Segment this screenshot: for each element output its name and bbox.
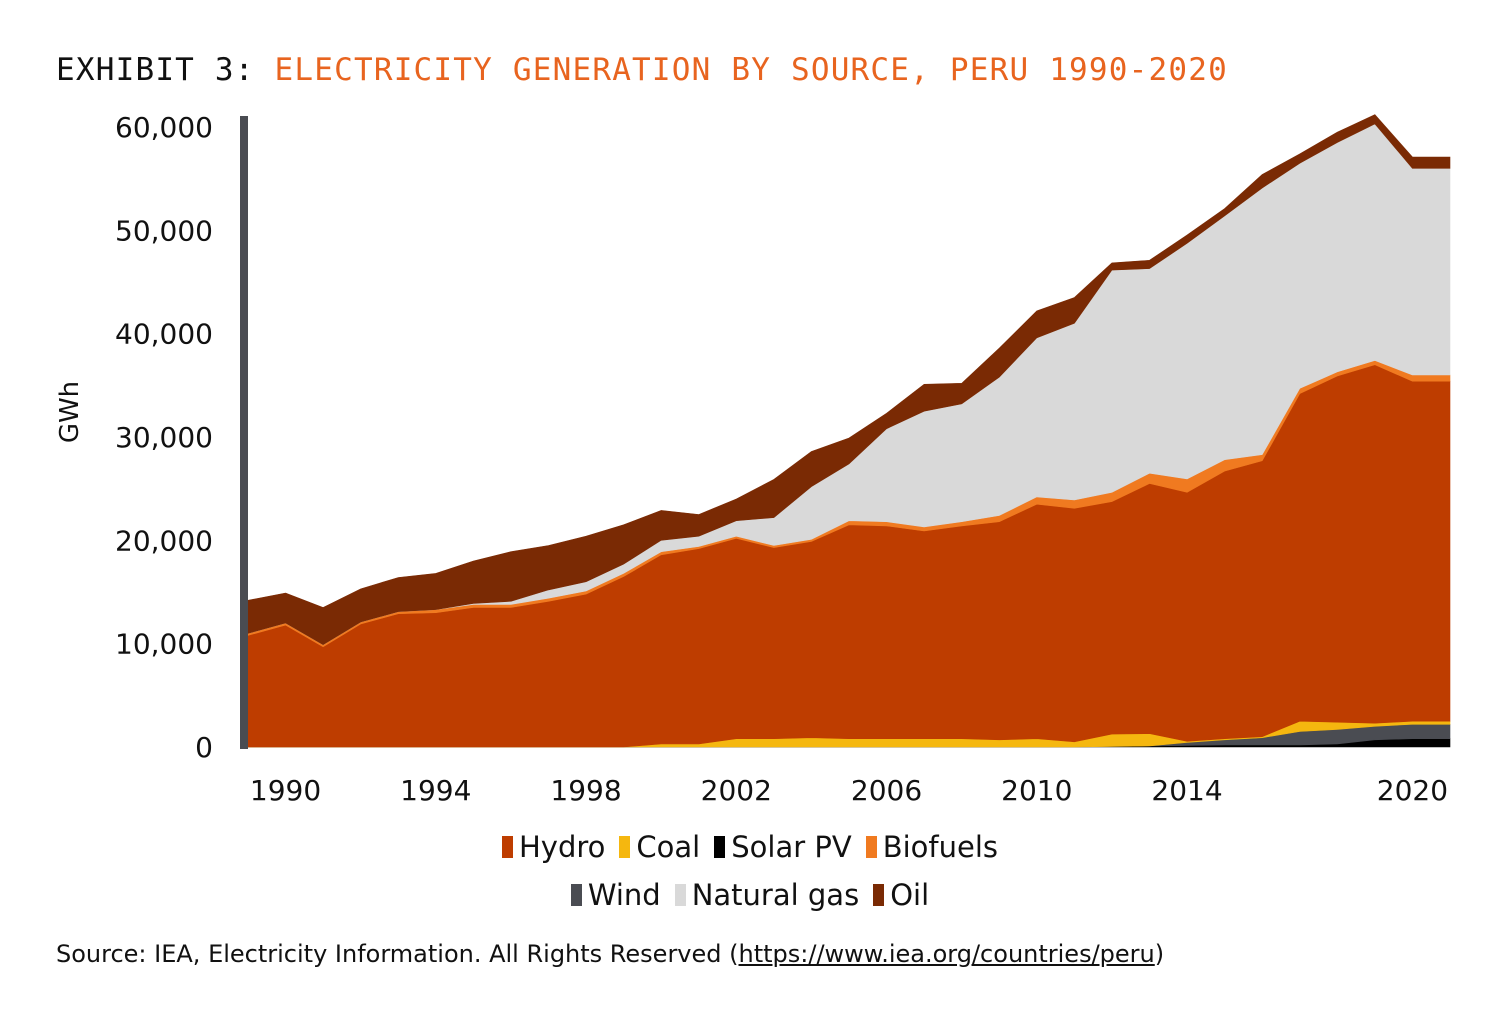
y-tick-label: 50,000: [115, 214, 213, 247]
legend-item-solar-pv: Solar PV: [714, 830, 852, 864]
legend-label: Solar PV: [731, 830, 852, 864]
y-tick-label: 30,000: [115, 421, 213, 454]
legend-swatch: [570, 884, 582, 906]
x-tick-label: 2014: [1151, 774, 1222, 807]
y-tick-labels: 0 10,000 20,000 30,000 40,000 50,000 60,000: [115, 111, 213, 764]
source-prefix: Source: IEA, Electricity Information. Al…: [56, 940, 739, 968]
legend-swatch: [619, 836, 631, 858]
x-tick-label: 2010: [1001, 774, 1072, 807]
source-suffix: ): [1154, 940, 1165, 968]
area-layers: [247, 114, 1451, 748]
x-tick-label: 1994: [400, 774, 471, 807]
legend-label: Natural gas: [691, 878, 860, 912]
legend-item-oil: Oil: [873, 878, 929, 912]
legend-item-natural-gas: Natural gas: [674, 878, 860, 912]
y-tick-label: 10,000: [115, 628, 213, 661]
x-tick-labels: 1990 1994 1998 2002 2006 2010 2014 2020: [250, 774, 1448, 807]
source-link[interactable]: https://www.iea.org/countries/peru: [738, 940, 1155, 968]
legend-swatch: [865, 836, 877, 858]
legend-label: Oil: [890, 878, 930, 912]
legend-swatch: [714, 836, 726, 858]
chart-title: EXHIBIT 3: ELECTRICITY GENERATION BY SOU…: [56, 52, 1228, 88]
legend-label: Hydro: [519, 830, 606, 864]
y-axis-line: [240, 116, 248, 749]
legend-item-hydro: Hydro: [502, 830, 605, 864]
legend-label: Wind: [587, 878, 661, 912]
legend-label: Biofuels: [882, 830, 998, 864]
x-tick-label: 2002: [701, 774, 772, 807]
legend-swatch: [873, 884, 885, 906]
legend-row-1: Hydro Coal Solar PV Biofuels: [0, 830, 1500, 864]
y-tick-label: 20,000: [115, 524, 213, 557]
chart-title-text: ELECTRICITY GENERATION BY SOURCE, PERU 1…: [274, 52, 1228, 88]
y-axis-label: GWh: [55, 381, 85, 443]
exhibit-label: EXHIBIT 3:: [56, 52, 255, 88]
legend-row-2: Wind Natural gas Oil: [0, 878, 1500, 912]
x-tick-label: 1998: [550, 774, 621, 807]
legend-label: Coal: [636, 830, 701, 864]
source-note: Source: IEA, Electricity Information. Al…: [56, 940, 1164, 968]
legend-swatch: [674, 884, 686, 906]
x-tick-label: 2006: [851, 774, 922, 807]
x-tick-label: 2020: [1377, 774, 1448, 807]
x-tick-label: 1990: [250, 774, 321, 807]
y-tick-label: 40,000: [115, 318, 213, 351]
legend-swatch: [502, 836, 513, 858]
area-oil: [247, 114, 1451, 646]
legend-item-biofuels: Biofuels: [865, 830, 998, 864]
legend-item-coal: Coal: [619, 830, 700, 864]
y-tick-label: 0: [195, 731, 213, 764]
y-tick-label: 60,000: [115, 111, 213, 144]
legend-item-wind: Wind: [570, 878, 661, 912]
